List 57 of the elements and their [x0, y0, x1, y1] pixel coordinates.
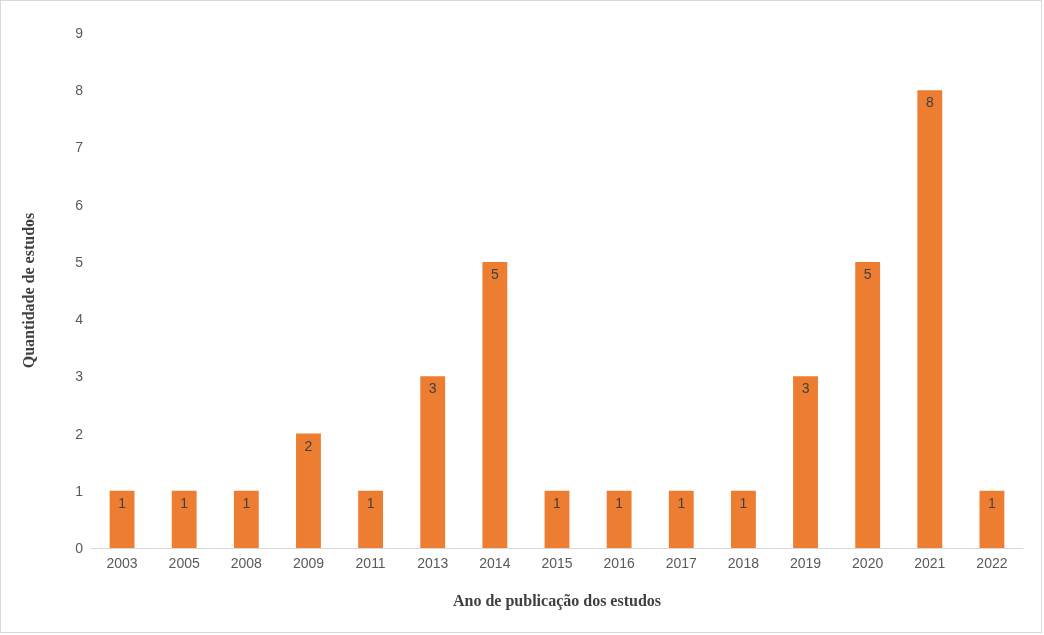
- y-tick-label: 7: [75, 139, 84, 156]
- x-tick-label: 2011: [355, 555, 386, 571]
- y-tick-label: 1: [75, 482, 84, 499]
- data-label: 1: [615, 494, 624, 511]
- x-tick-label: 2017: [665, 555, 698, 571]
- data-label: 1: [118, 494, 127, 511]
- bar: [233, 490, 259, 548]
- bar: [482, 261, 508, 548]
- y-tick-label: 6: [75, 196, 84, 213]
- x-tick-label: 2022: [976, 555, 1008, 571]
- x-tick-label: 2014: [479, 555, 511, 571]
- bar: [793, 376, 818, 548]
- bar: [171, 490, 197, 548]
- bar: [730, 490, 756, 548]
- data-label: 5: [863, 265, 872, 282]
- data-label: 1: [180, 494, 189, 511]
- y-tick-label: 3: [75, 368, 84, 385]
- y-tick-label: 0: [75, 540, 84, 556]
- data-label: 1: [553, 494, 562, 511]
- data-label: 2: [304, 437, 313, 454]
- x-tick-label: 2020: [852, 555, 884, 571]
- y-tick-label: 8: [75, 82, 84, 99]
- x-tick-label: 2013: [417, 555, 449, 571]
- x-tick-label: 2019: [789, 555, 822, 571]
- y-tick-label: 4: [75, 311, 84, 328]
- x-axis-title: Ano de publicação dos estudos: [452, 591, 662, 610]
- x-tick-label: 2015: [541, 555, 573, 571]
- bar: [109, 490, 135, 548]
- data-label: 1: [677, 494, 686, 511]
- x-tick-label: 2005: [168, 555, 200, 571]
- y-tick-label: 2: [75, 425, 84, 442]
- data-label: 1: [366, 494, 375, 511]
- data-label: 3: [428, 380, 437, 397]
- data-label: 5: [490, 265, 499, 282]
- bar: [668, 490, 694, 548]
- bar: [917, 90, 943, 548]
- data-label: 8: [925, 94, 934, 111]
- data-label: 1: [739, 494, 748, 511]
- x-tick-label: 2021: [914, 555, 946, 571]
- data-label: 3: [801, 380, 810, 397]
- x-tick-label: 2003: [106, 555, 138, 571]
- bar: [420, 376, 446, 548]
- x-tick-label: 2008: [230, 555, 263, 571]
- bar: [296, 433, 321, 548]
- y-tick-label: 5: [75, 253, 84, 270]
- x-tick-label: 2009: [292, 555, 325, 571]
- bar: [358, 490, 384, 548]
- y-tick-label: 9: [75, 25, 84, 41]
- x-tick-label: 2016: [603, 555, 635, 571]
- data-label: 1: [988, 494, 997, 511]
- x-tick-label: 2018: [727, 555, 760, 571]
- y-axis-title: Quantidade de estudos: [19, 212, 37, 369]
- bar: [979, 490, 1005, 548]
- data-label: 1: [242, 494, 251, 511]
- bar: [606, 490, 632, 548]
- bar: [544, 490, 570, 548]
- bar: [855, 261, 881, 548]
